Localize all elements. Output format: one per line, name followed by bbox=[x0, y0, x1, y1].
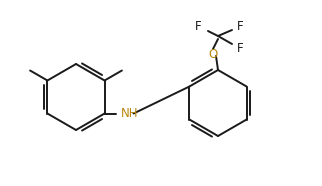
Text: F: F bbox=[237, 20, 243, 33]
Text: NH: NH bbox=[120, 107, 138, 120]
Text: F: F bbox=[237, 41, 243, 54]
Text: O: O bbox=[208, 47, 218, 60]
Text: F: F bbox=[195, 20, 201, 33]
